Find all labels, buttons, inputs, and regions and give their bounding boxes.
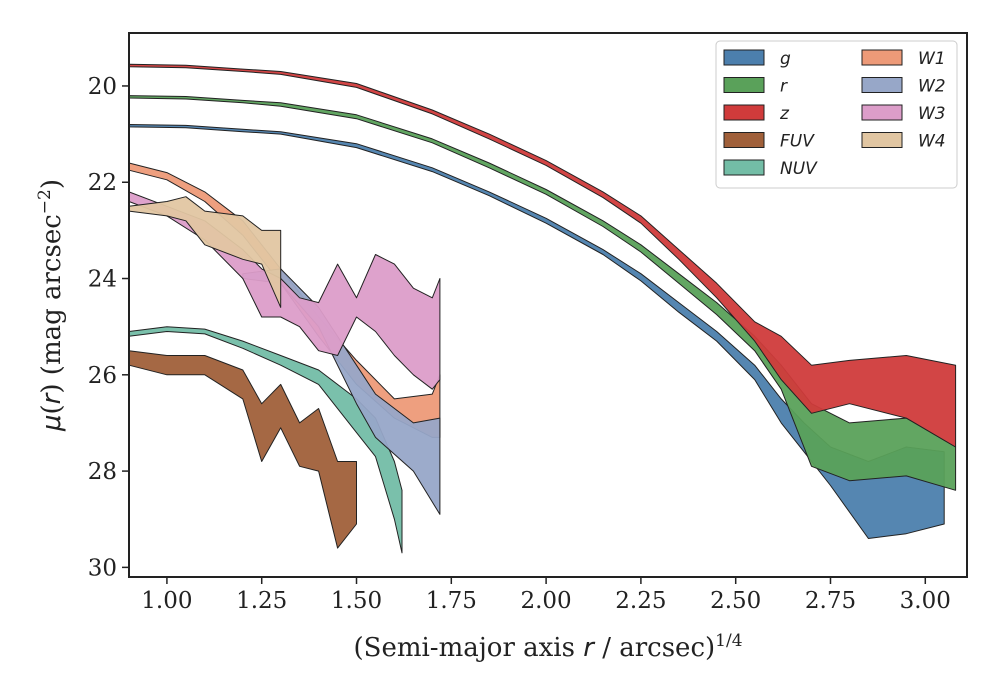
legend-label-z: z — [779, 104, 790, 124]
legend-label-w1: W1 — [918, 49, 946, 69]
y-tick-label: 28 — [88, 459, 117, 485]
legend-label-w3: W3 — [918, 104, 946, 124]
band-z — [128, 63, 957, 448]
x-tick-label: 2.50 — [710, 588, 761, 614]
legend-label-fuv: FUV — [780, 132, 815, 152]
band-w4 — [128, 196, 282, 308]
x-tick-label: 1.50 — [331, 588, 382, 614]
legend-swatch-w3 — [861, 104, 903, 121]
band-fuv — [128, 350, 357, 549]
legend-swatch-fuv — [723, 132, 765, 148]
y-axis: 20 22 24 26 28 30 — [88, 74, 129, 581]
x-axis-label: (Semi-major axis r / arcsec)1/4 — [353, 631, 742, 663]
x-axis: 1.00 1.25 1.50 1.75 2.00 2.25 2.50 2.75 3.00 — [141, 577, 951, 614]
band-nuv — [128, 326, 403, 554]
x-tick-label: 2.25 — [615, 588, 666, 614]
legend-swatch-w2 — [861, 77, 903, 93]
legend-swatch-r — [723, 77, 765, 93]
band-g — [128, 124, 945, 539]
y-tick-label: 26 — [88, 363, 117, 389]
legend: g W1 r W2 z W3 FUV W4 NUV — [715, 40, 958, 189]
legend-label-w4: W4 — [918, 132, 946, 152]
x-tick-label: 1.25 — [236, 588, 287, 614]
legend-swatch-z — [723, 104, 765, 121]
x-tick-label: 2.00 — [520, 588, 571, 614]
legend-swatch-w1 — [861, 49, 903, 66]
y-tick-label: 24 — [88, 267, 117, 293]
y-tick-label: 22 — [88, 170, 117, 196]
legend-label-g: g — [780, 49, 791, 69]
plot-frame — [128, 32, 968, 578]
legend-swatch-nuv — [723, 159, 765, 176]
series-bands — [128, 63, 957, 554]
y-tick-label: 20 — [88, 74, 117, 100]
legend-label-r: r — [780, 77, 788, 97]
legend-swatch-w4 — [861, 132, 903, 148]
legend-label-w2: W2 — [918, 77, 946, 97]
x-tick-label: 3.00 — [900, 588, 951, 614]
x-tick-label: 2.75 — [805, 588, 856, 614]
y-tick-label: 30 — [88, 555, 117, 581]
x-tick-label: 1.00 — [141, 588, 192, 614]
band-r — [128, 95, 957, 491]
legend-swatch-g — [723, 49, 765, 66]
legend-label-nuv: NUV — [780, 159, 818, 179]
x-tick-label: 1.75 — [426, 588, 477, 614]
y-axis-label: μ(r) (mag arcsec−2) — [35, 179, 67, 432]
